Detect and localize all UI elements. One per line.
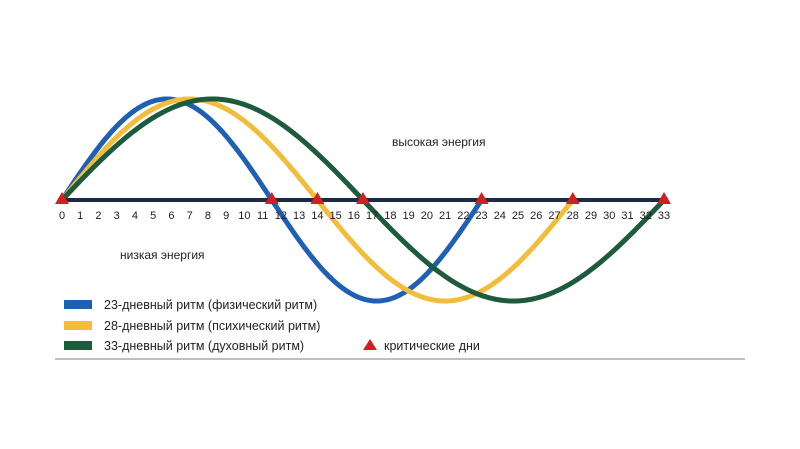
critical-day-marker — [565, 192, 580, 204]
legend-swatch-28 — [64, 321, 92, 330]
x-tick-label: 33 — [658, 210, 670, 222]
x-tick-label: 19 — [402, 210, 414, 222]
critical-day-marker — [474, 192, 489, 204]
x-tick-label: 10 — [238, 210, 250, 222]
x-tick-label: 8 — [205, 210, 211, 222]
x-tick-label: 22 — [457, 210, 469, 222]
x-tick-label: 32 — [640, 210, 652, 222]
x-tick-label: 12 — [275, 210, 287, 222]
x-tick-label: 3 — [114, 210, 120, 222]
x-tick-label: 26 — [530, 210, 542, 222]
x-tick-label: 15 — [330, 210, 342, 222]
x-tick-label: 0 — [59, 210, 65, 222]
x-tick-label: 25 — [512, 210, 524, 222]
x-tick-labels: 0 1 2 3 4 5 6 7 8 9 10 11 12 13 14 15 16 17 18 19 20 21 22 23 24… — [59, 210, 670, 222]
x-tick-label: 1 — [77, 210, 83, 222]
x-tick-label: 27 — [548, 210, 560, 222]
critical-day-marker — [657, 192, 671, 204]
legend-label-28: 28-дневный ритм (психический ритм) — [104, 319, 320, 333]
annotation-high-energy: высокая энергия — [392, 135, 486, 149]
legend: 23-дневный ритм (физический ритм) 28-дне… — [64, 298, 480, 353]
legend-critical-marker — [363, 339, 377, 350]
x-tick-label: 5 — [150, 210, 156, 222]
x-tick-label: 20 — [421, 210, 433, 222]
critical-day-marker — [356, 192, 370, 204]
x-tick-label: 7 — [187, 210, 193, 222]
x-tick-label: 11 — [257, 210, 268, 222]
legend-swatch-33 — [64, 341, 92, 350]
x-tick-label: 14 — [311, 210, 323, 222]
critical-day-marker — [264, 192, 279, 204]
critical-day-marker — [310, 192, 325, 204]
x-tick-label: 24 — [494, 210, 506, 222]
legend-swatch-23 — [64, 300, 92, 309]
legend-label-33: 33-дневный ритм (духовный ритм) — [104, 339, 304, 353]
x-tick-label: 6 — [168, 210, 174, 222]
x-tick-label: 30 — [603, 210, 615, 222]
x-tick-label: 4 — [132, 210, 138, 222]
x-tick-label: 17 — [366, 210, 378, 222]
x-tick-label: 9 — [223, 210, 229, 222]
x-tick-label: 18 — [384, 210, 396, 222]
critical-day-markers — [55, 192, 671, 204]
critical-day-marker — [55, 192, 69, 204]
x-tick-label: 29 — [585, 210, 597, 222]
x-tick-label: 13 — [293, 210, 305, 222]
x-tick-label: 2 — [95, 210, 101, 222]
x-tick-label: 31 — [621, 210, 633, 222]
annotation-low-energy: низкая энергия — [120, 248, 205, 262]
legend-label-critical: критические дни — [384, 339, 480, 353]
x-tick-label: 21 — [439, 210, 451, 222]
x-tick-label: 28 — [567, 210, 579, 222]
x-tick-label: 23 — [475, 210, 487, 222]
x-tick-label: 16 — [348, 210, 360, 222]
legend-label-23: 23-дневный ритм (физический ритм) — [104, 298, 317, 312]
